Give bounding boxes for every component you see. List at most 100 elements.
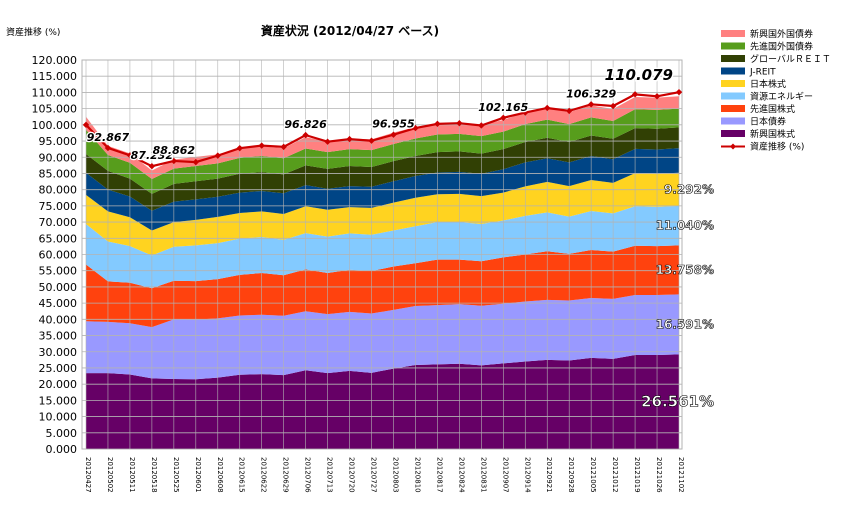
legend-swatch xyxy=(721,92,745,100)
x-tick-label: 20120921 xyxy=(545,457,553,493)
area-series-0 xyxy=(86,354,679,449)
x-tick-label: 20121005 xyxy=(589,457,597,493)
x-tick-label: 20120629 xyxy=(282,457,290,493)
y-tick-label: 70.000 xyxy=(39,216,78,229)
y-tick-label: 55.000 xyxy=(39,265,78,278)
percent-label: 16.591% xyxy=(656,317,714,331)
legend-swatch xyxy=(721,105,745,112)
y-tick-label: 120.000 xyxy=(32,54,78,67)
chart-title: 資産状況 (2012/04/27 ベース) xyxy=(260,24,440,38)
line-point xyxy=(82,121,90,129)
x-tick-label: 20120824 xyxy=(457,457,465,493)
legend-line-marker xyxy=(730,143,736,150)
y-tick-label: 35.000 xyxy=(39,330,78,343)
legend-swatch xyxy=(721,80,745,87)
y-tick-label: 85.000 xyxy=(39,167,78,180)
line-point xyxy=(324,138,331,145)
area-series-7 xyxy=(86,108,679,194)
legend-label: J-REIT xyxy=(749,68,776,78)
y-tick-label: 40.000 xyxy=(39,313,78,326)
x-tick-label: 20120803 xyxy=(391,457,399,493)
legend-label: 日本債券 xyxy=(750,116,786,128)
legend-label: 新興国外国債券 xyxy=(750,28,813,40)
line-point xyxy=(478,122,485,129)
line-point xyxy=(192,158,200,166)
x-tick-label: 20120525 xyxy=(172,457,180,493)
legend-label: 先進国株式 xyxy=(750,103,795,115)
y-tick-label: 5.000 xyxy=(46,427,78,440)
x-tick-label: 20120907 xyxy=(501,457,509,493)
x-tick-label: 20120615 xyxy=(238,457,246,493)
x-tick-label: 20120601 xyxy=(194,457,202,493)
y-tick-label: 60.000 xyxy=(39,249,78,262)
x-tick-label: 20121026 xyxy=(655,457,663,493)
legend-swatch xyxy=(721,42,745,50)
y-tick-label: 25.000 xyxy=(39,362,78,375)
line-series xyxy=(85,91,680,168)
y-tick-label: 90.000 xyxy=(39,151,78,164)
x-tick-label: 20120713 xyxy=(326,457,334,493)
y-tick-label: 50.000 xyxy=(39,281,78,294)
legend-label: 新興国株式 xyxy=(750,128,795,140)
x-tick-label: 20120817 xyxy=(435,457,443,493)
y-axis-label: 資産推移 (%) xyxy=(6,28,61,38)
x-tick-label: 20120518 xyxy=(150,457,158,493)
line-point xyxy=(653,93,661,100)
line-point xyxy=(390,131,397,138)
line-point xyxy=(214,152,221,159)
line-point xyxy=(631,91,639,98)
point-label: 92.867 xyxy=(87,131,130,144)
x-tick-label: 20120608 xyxy=(216,457,224,493)
legend-swatch xyxy=(721,117,745,125)
y-tick-label: 10.000 xyxy=(39,411,78,424)
point-label: 87.232 xyxy=(131,149,174,162)
line-point xyxy=(587,101,595,108)
percent-label: 13.758% xyxy=(656,263,714,277)
line-point xyxy=(126,152,134,159)
point-label: 88.862 xyxy=(153,144,196,157)
x-tick-label: 20120914 xyxy=(523,457,531,493)
legend-swatch xyxy=(721,130,745,137)
x-tick-label: 20120706 xyxy=(304,457,312,493)
x-tick-label: 20120427 xyxy=(84,457,92,493)
y-tick-label: 65.000 xyxy=(39,232,78,245)
y-tick-label: 15.000 xyxy=(39,394,78,407)
line-point xyxy=(346,135,353,143)
point-label: 102.165 xyxy=(478,101,528,114)
point-label: 96.955 xyxy=(372,118,415,131)
line-point xyxy=(544,104,551,112)
x-tick-label: 20120511 xyxy=(128,457,136,493)
line-point xyxy=(104,144,112,152)
line-point xyxy=(170,157,178,165)
legend-swatch xyxy=(721,30,745,37)
area-series-4 xyxy=(86,172,679,256)
x-tick-label: 20120831 xyxy=(479,457,487,493)
line-point xyxy=(412,124,419,132)
line-point xyxy=(236,144,243,152)
x-tick-label: 20120928 xyxy=(567,457,575,493)
point-label: 110.079 xyxy=(605,66,673,84)
x-tick-label: 20121012 xyxy=(611,457,619,493)
line-point xyxy=(500,114,507,122)
point-label: 106.329 xyxy=(566,87,616,100)
x-tick-label: 20120502 xyxy=(106,457,114,493)
area-series-1 xyxy=(86,294,679,380)
line-point xyxy=(368,137,375,144)
legend-swatch xyxy=(721,55,745,62)
legend-label: グローバルＲＥＩＴ xyxy=(750,53,831,65)
percent-label: 26.561% xyxy=(641,393,714,411)
x-tick-label: 20120622 xyxy=(260,457,268,493)
point-label: 96.826 xyxy=(284,118,327,131)
x-tick-label: 20120720 xyxy=(348,457,356,493)
y-tick-label: 0.000 xyxy=(46,443,78,456)
y-tick-label: 100.000 xyxy=(32,119,78,132)
y-tick-label: 80.000 xyxy=(39,184,78,197)
x-tick-label: 20120727 xyxy=(370,457,378,493)
legend-label: 先進国外国債券 xyxy=(750,41,813,53)
line-point xyxy=(258,142,265,149)
y-tick-label: 95.000 xyxy=(39,135,78,148)
line-point xyxy=(609,102,617,110)
legend-swatch xyxy=(721,67,745,75)
line-point xyxy=(565,107,573,115)
